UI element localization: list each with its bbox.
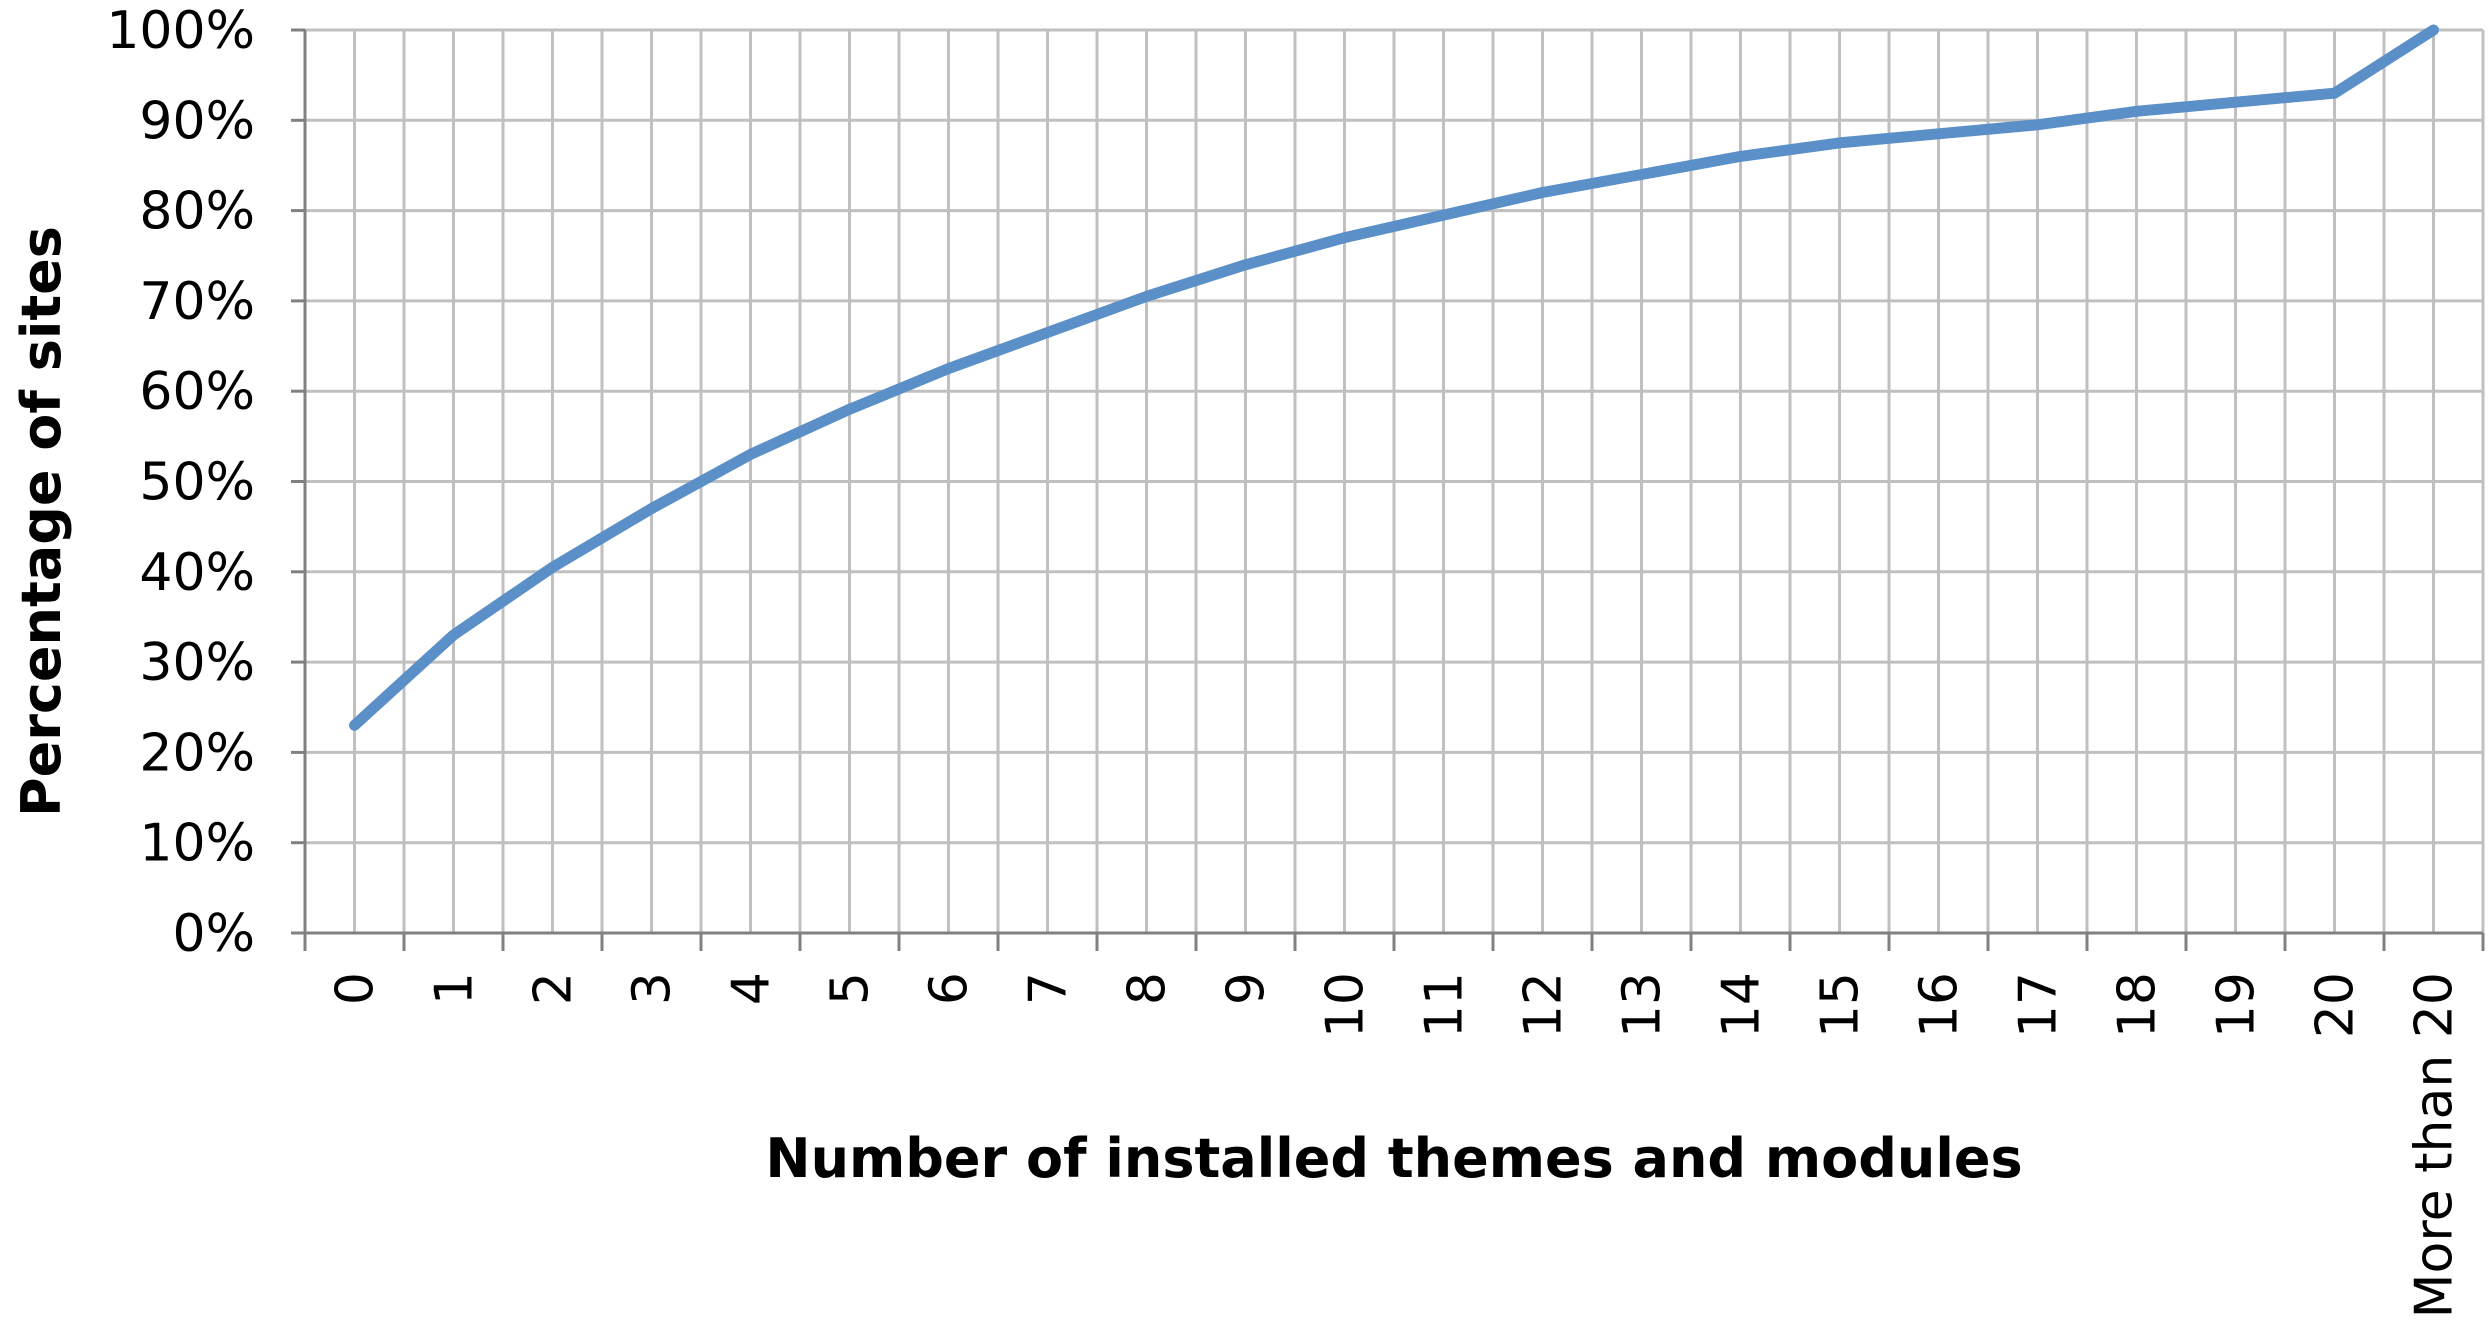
data-point [1442,214,1445,217]
y-tick-label: 40% [139,543,255,603]
y-tick-label: 0% [173,904,256,964]
data-point [2036,123,2039,126]
x-tick-label: 4 [722,972,782,1005]
x-tick-label: 1 [425,972,485,1005]
data-point [353,724,356,727]
y-tick-label: 20% [139,723,255,783]
x-tick-label: 14 [1712,972,1772,1038]
data-point [2333,92,2336,95]
data-point [2234,101,2237,104]
grid-lines [305,28,2485,933]
series-line [349,24,2439,731]
data-point [650,507,653,510]
x-tick-label: 5 [821,972,881,1005]
x-tick-label: 9 [1217,972,1277,1005]
x-axis-title: Number of installed themes and modules [765,1127,2022,1190]
x-tick-label: 8 [1118,972,1178,1005]
data-point [1739,155,1742,158]
data-point [1640,173,1643,176]
x-tick-label: 10 [1316,972,1376,1038]
x-tick-label: 16 [1910,972,1970,1038]
y-tick-label: 60% [139,362,255,422]
x-tick-label: 2 [524,972,584,1005]
y-tick-label: 70% [139,272,255,332]
axes [291,28,2485,951]
y-axis-title: Percentage of sites [10,226,73,817]
data-point [551,566,554,569]
data-point [1541,191,1544,194]
x-tick-labels: 0 1 2 3 4 5 6 7 8 9 10 11 12 13 14 15 16 17 18 19 20 More tha… [326,972,2465,1318]
data-point [452,634,455,637]
x-tick-label: 12 [1514,972,1574,1038]
data-point [2432,29,2435,31]
x-tick-label: 15 [1811,972,1871,1038]
y-tick-label: 100% [106,1,255,61]
data-point [1343,236,1346,239]
data-point [947,367,950,370]
data-point [749,453,752,456]
x-tick-label: 0 [326,972,386,1005]
x-tick-label: 6 [920,972,980,1005]
y-tick-label: 90% [139,91,255,151]
y-tick-label: 50% [139,453,255,513]
data-point [1937,132,1940,135]
y-tick-label: 10% [139,814,255,874]
data-point [1145,295,1148,298]
x-tick-label: 18 [2108,972,2168,1038]
y-tick-label: 80% [139,182,255,242]
data-point [1838,141,1841,144]
data-point [2135,110,2138,113]
x-tick-label: 7 [1019,972,1079,1005]
x-tick-label: 19 [2207,972,2267,1038]
x-tick-label: 20 [2306,972,2366,1038]
y-tick-label: 30% [139,633,255,693]
data-point [1046,331,1049,334]
series-lines [349,24,2439,731]
x-tick-label: 3 [623,972,683,1005]
x-tick-label: More than 20 [2405,972,2465,1318]
data-point [1244,263,1247,266]
x-tick-label: 17 [2009,972,2069,1038]
x-tick-label: 11 [1415,972,1475,1038]
data-point [848,408,851,411]
y-tick-labels: 0% 10% 20% 30% 40% 50% 60% 70% 80% 90% 100% [106,1,255,964]
x-tick-label: 13 [1613,972,1673,1038]
